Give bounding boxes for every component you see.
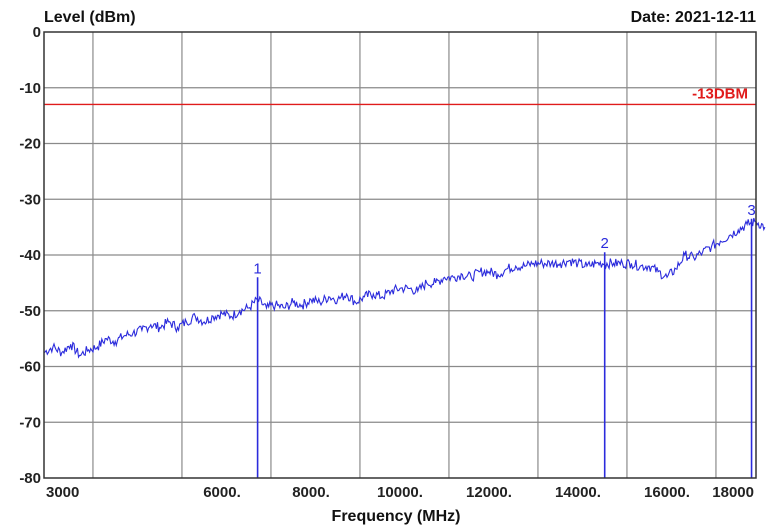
- y-tick-label: -50: [19, 303, 41, 320]
- y-tick-labels: 0 -10 -20 -30 -40 -50 -60 -70 -80: [19, 24, 41, 487]
- x-tick-label: 14000.: [555, 484, 601, 501]
- y-tick-label: -70: [19, 414, 41, 431]
- markers-group: 1 2 3: [253, 202, 756, 478]
- y-tick-label: -60: [19, 359, 41, 376]
- date-label: Date: 2021-12-11: [631, 9, 757, 26]
- x-tick-label: 16000.: [644, 484, 690, 501]
- x-tick-label: 18000: [712, 484, 754, 501]
- limit-line-group: -13DBM: [44, 85, 756, 106]
- y-tick-label: -30: [19, 191, 41, 208]
- limit-line-label: -13DBM: [692, 85, 748, 102]
- y-tick-label: -10: [19, 80, 41, 97]
- plot-frame: [43, 31, 757, 479]
- trace-line: [43, 217, 766, 359]
- marker-label-1: 1: [253, 260, 261, 277]
- marker-label-3: 3: [747, 202, 755, 219]
- x-axis-label: Frequency (MHz): [332, 508, 461, 525]
- y-tick-label: 0: [33, 24, 41, 41]
- y-tick-label: -80: [19, 470, 41, 487]
- trace-group: [43, 217, 766, 359]
- x-tick-label: 10000.: [377, 484, 423, 501]
- x-tick-label: 6000.: [203, 484, 241, 501]
- y-axis-label: Level (dBm): [44, 9, 136, 26]
- x-tick-label: 3000: [46, 484, 79, 501]
- marker-label-2: 2: [601, 235, 609, 252]
- grid: [44, 32, 756, 478]
- y-tick-label: -40: [19, 247, 41, 264]
- x-tick-labels: 3000 6000. 8000. 10000. 12000. 14000. 16000. 18…: [46, 484, 754, 501]
- x-tick-label: 12000.: [466, 484, 512, 501]
- y-tick-label: -20: [19, 136, 41, 153]
- x-tick-label: 8000.: [292, 484, 330, 501]
